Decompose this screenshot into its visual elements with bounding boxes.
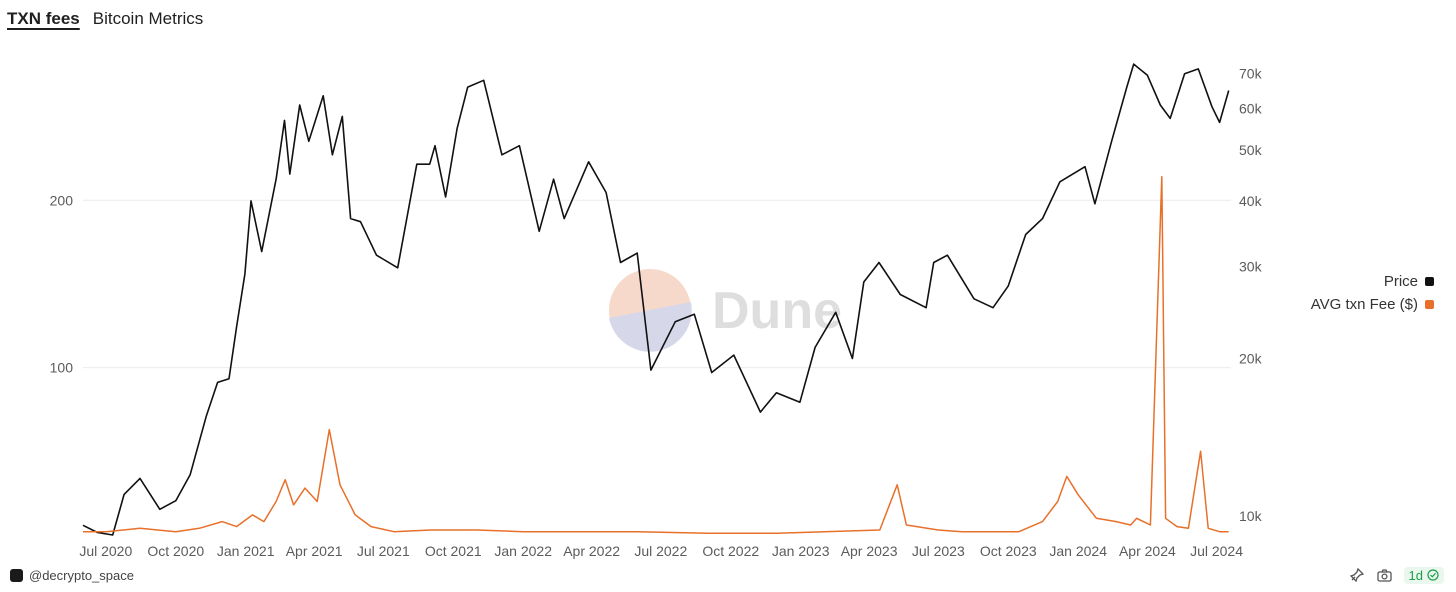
legend-item-price[interactable]: Price: [1311, 270, 1434, 293]
x-tick-label: Jan 2022: [494, 543, 552, 559]
x-tick-label: Jan 2023: [772, 543, 830, 559]
watermark-text: Dune: [712, 282, 842, 340]
legend-swatch-fee: [1425, 300, 1434, 309]
footer-actions: 1d: [1348, 566, 1444, 584]
legend-label-fee: AVG txn Fee ($): [1310, 296, 1418, 313]
x-tick-label: Oct 2021: [425, 543, 482, 559]
camera-icon[interactable]: [1376, 566, 1394, 584]
legend-label-price: Price: [1383, 273, 1418, 290]
x-tick-label: Jul 2023: [912, 543, 965, 559]
series-lines: [82, 63, 1230, 536]
refresh-badge[interactable]: 1d: [1403, 566, 1444, 584]
tab-bitcoin-metrics[interactable]: Bitcoin Metrics: [92, 9, 204, 28]
x-tick-label: Apr 2024: [1119, 543, 1176, 559]
right-tick-label: 40k: [1239, 193, 1263, 209]
legend: Price AVG txn Fee ($): [1311, 270, 1434, 316]
x-tick-label: Jul 2021: [357, 543, 410, 559]
author-handle[interactable]: @decrypto_space: [29, 568, 134, 583]
x-tick-label: Apr 2022: [563, 543, 620, 559]
x-tick-label: Oct 2022: [702, 543, 759, 559]
right-tick-label: 70k: [1239, 66, 1263, 82]
tab-bar: TXN fees Bitcoin Metrics: [7, 9, 203, 29]
price-line: [82, 63, 1230, 536]
legend-swatch-price: [1425, 277, 1434, 286]
right-axis: 10k 20k 30k 40k 50k 60k 70k: [1239, 66, 1263, 524]
x-tick-label: Jan 2021: [217, 543, 275, 559]
x-tick-label: Apr 2021: [286, 543, 343, 559]
user-avatar-icon: [10, 569, 23, 582]
check-circle-icon: [1427, 569, 1439, 581]
fee-line: [83, 176, 1229, 535]
x-axis: Jul 2020 Oct 2020 Jan 2021 Apr 2021 Jul 2021…: [79, 543, 1243, 559]
tab-txn-fees[interactable]: TXN fees: [7, 9, 80, 28]
x-tick-label: Jul 2022: [634, 543, 687, 559]
legend-item-fee[interactable]: AVG txn Fee ($): [1311, 293, 1434, 316]
right-tick-label: 50k: [1239, 142, 1263, 158]
x-tick-label: Apr 2023: [841, 543, 898, 559]
refresh-interval: 1d: [1408, 567, 1423, 583]
right-tick-label: 20k: [1239, 350, 1263, 366]
x-tick-label: Oct 2023: [980, 543, 1037, 559]
x-tick-label: Jul 2024: [1190, 543, 1243, 559]
x-tick-label: Jan 2024: [1049, 543, 1107, 559]
right-tick-label: 30k: [1239, 258, 1263, 274]
left-tick-label: 200: [50, 192, 74, 208]
footer-author: @decrypto_space: [10, 568, 134, 583]
right-tick-label: 60k: [1239, 101, 1263, 117]
x-tick-label: Oct 2020: [147, 543, 204, 559]
gridlines: [83, 199, 1231, 369]
watermark-segment: [609, 302, 692, 352]
left-tick-label: 100: [50, 360, 74, 376]
dune-watermark: Dune: [609, 269, 842, 352]
x-tick-label: Jul 2020: [79, 543, 132, 559]
pin-icon[interactable]: [1348, 566, 1366, 584]
right-tick-label: 10k: [1239, 508, 1263, 524]
left-axis: 100 200: [50, 192, 74, 375]
